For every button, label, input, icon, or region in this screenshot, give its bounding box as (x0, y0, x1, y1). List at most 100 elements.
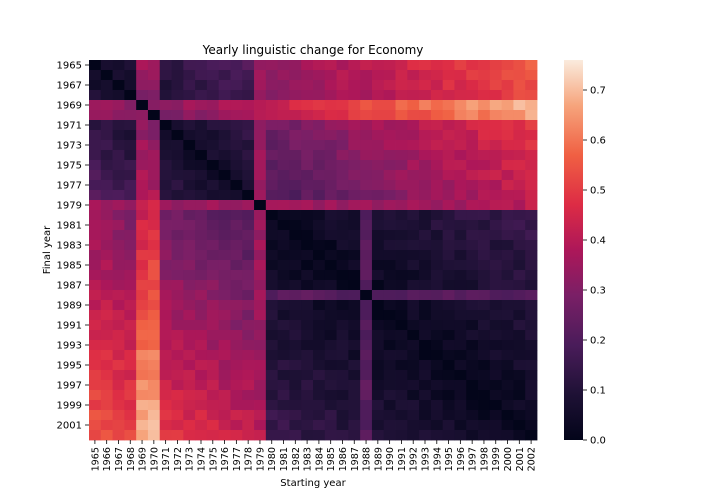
heatmap-cell (195, 180, 208, 191)
heatmap-cell (348, 190, 361, 201)
heatmap-cell (324, 250, 337, 261)
heatmap-cell (501, 100, 514, 111)
heatmap-cell (525, 180, 538, 191)
heatmap-cell (395, 340, 408, 351)
heatmap-cell (419, 290, 432, 301)
heatmap-cell (525, 70, 538, 81)
heatmap-cell (360, 110, 373, 121)
heatmap-cell (383, 90, 396, 101)
heatmap-cell (147, 130, 161, 141)
heatmap-cell (112, 260, 125, 271)
heatmap-cell (206, 340, 220, 351)
heatmap-cell (501, 200, 514, 211)
heatmap-cell (100, 410, 113, 421)
heatmap-cell (407, 410, 420, 421)
heatmap-cell (454, 100, 467, 111)
heatmap-cell (489, 270, 503, 281)
heatmap-cell (407, 250, 420, 261)
heatmap-cell (218, 120, 231, 131)
heatmap-cell (242, 390, 255, 401)
heatmap-cell (206, 230, 220, 241)
heatmap-cell (466, 230, 479, 241)
heatmap-cell (407, 370, 420, 381)
heatmap-cell (301, 410, 314, 421)
heatmap-cell (360, 360, 373, 371)
heatmap-cell (265, 240, 279, 251)
heatmap-cell (206, 280, 220, 291)
heatmap-cell (395, 390, 408, 401)
heatmap-cell (383, 390, 396, 401)
heatmap-cell (466, 360, 479, 371)
heatmap-cell (489, 380, 503, 391)
heatmap-cell (301, 370, 314, 381)
heatmap-cell (371, 150, 385, 161)
heatmap-cell (159, 130, 172, 141)
heatmap-cell (124, 80, 137, 91)
heatmap-cell (183, 430, 196, 441)
heatmap-cell (183, 270, 196, 281)
heatmap-cell (430, 230, 444, 241)
heatmap-cell (242, 60, 255, 71)
heatmap-cell (254, 380, 267, 391)
heatmap-cell (171, 400, 184, 411)
heatmap-cell (112, 400, 125, 411)
heatmap-cell (371, 400, 385, 411)
heatmap-cell (371, 220, 385, 231)
heatmap-cell (525, 410, 538, 421)
heatmap-cell (466, 120, 479, 131)
heatmap-cell (348, 370, 361, 381)
heatmap-cell (301, 190, 314, 201)
heatmap-cell (195, 430, 208, 441)
heatmap-cell (147, 330, 161, 341)
heatmap-cell (206, 390, 220, 401)
x-tick-label: 1992 (409, 447, 420, 471)
heatmap-cell (124, 240, 137, 251)
heatmap-cell (265, 370, 279, 381)
heatmap-cell (183, 340, 196, 351)
heatmap-cell (407, 380, 420, 391)
heatmap-cell (230, 430, 243, 441)
y-tick-label: 1993 (57, 341, 82, 352)
heatmap-cell (183, 180, 196, 191)
heatmap-cell (442, 310, 455, 321)
heatmap-cell (336, 220, 349, 231)
heatmap-cell (230, 310, 243, 321)
heatmap-cell (371, 160, 385, 171)
heatmap-cell (313, 320, 326, 331)
heatmap-cell (147, 360, 161, 371)
heatmap-cell (136, 330, 149, 341)
heatmap-cell (183, 410, 196, 421)
heatmap-cell (419, 200, 432, 211)
heatmap-cell (289, 350, 302, 361)
heatmap-cell (501, 110, 514, 121)
heatmap-cell (501, 370, 514, 381)
heatmap-cell (419, 150, 432, 161)
heatmap-cell (112, 90, 125, 101)
heatmap-cell (360, 280, 373, 291)
heatmap-cell (171, 280, 184, 291)
heatmap-cell (277, 270, 290, 281)
heatmap-cell (218, 320, 231, 331)
heatmap-cell (419, 380, 432, 391)
heatmap-cell (478, 210, 491, 221)
heatmap-cell (171, 210, 184, 221)
heatmap-cell (206, 310, 220, 321)
x-tick-label: 1967 (114, 447, 125, 471)
heatmap-cell (112, 160, 125, 171)
heatmap-cell (100, 370, 113, 381)
x-tick-label: 1996 (456, 447, 467, 471)
heatmap-cell (313, 260, 326, 271)
heatmap-cell (206, 400, 220, 411)
heatmap-cell (206, 80, 220, 91)
heatmap-cell (171, 370, 184, 381)
heatmap-cell (324, 70, 337, 81)
heatmap-cell (371, 200, 385, 211)
heatmap-cell (112, 280, 125, 291)
heatmap-cell (159, 70, 172, 81)
heatmap-cell (395, 400, 408, 411)
heatmap-cell (348, 330, 361, 341)
heatmap-cell (313, 240, 326, 251)
heatmap-cell (313, 370, 326, 381)
heatmap-cell (395, 130, 408, 141)
